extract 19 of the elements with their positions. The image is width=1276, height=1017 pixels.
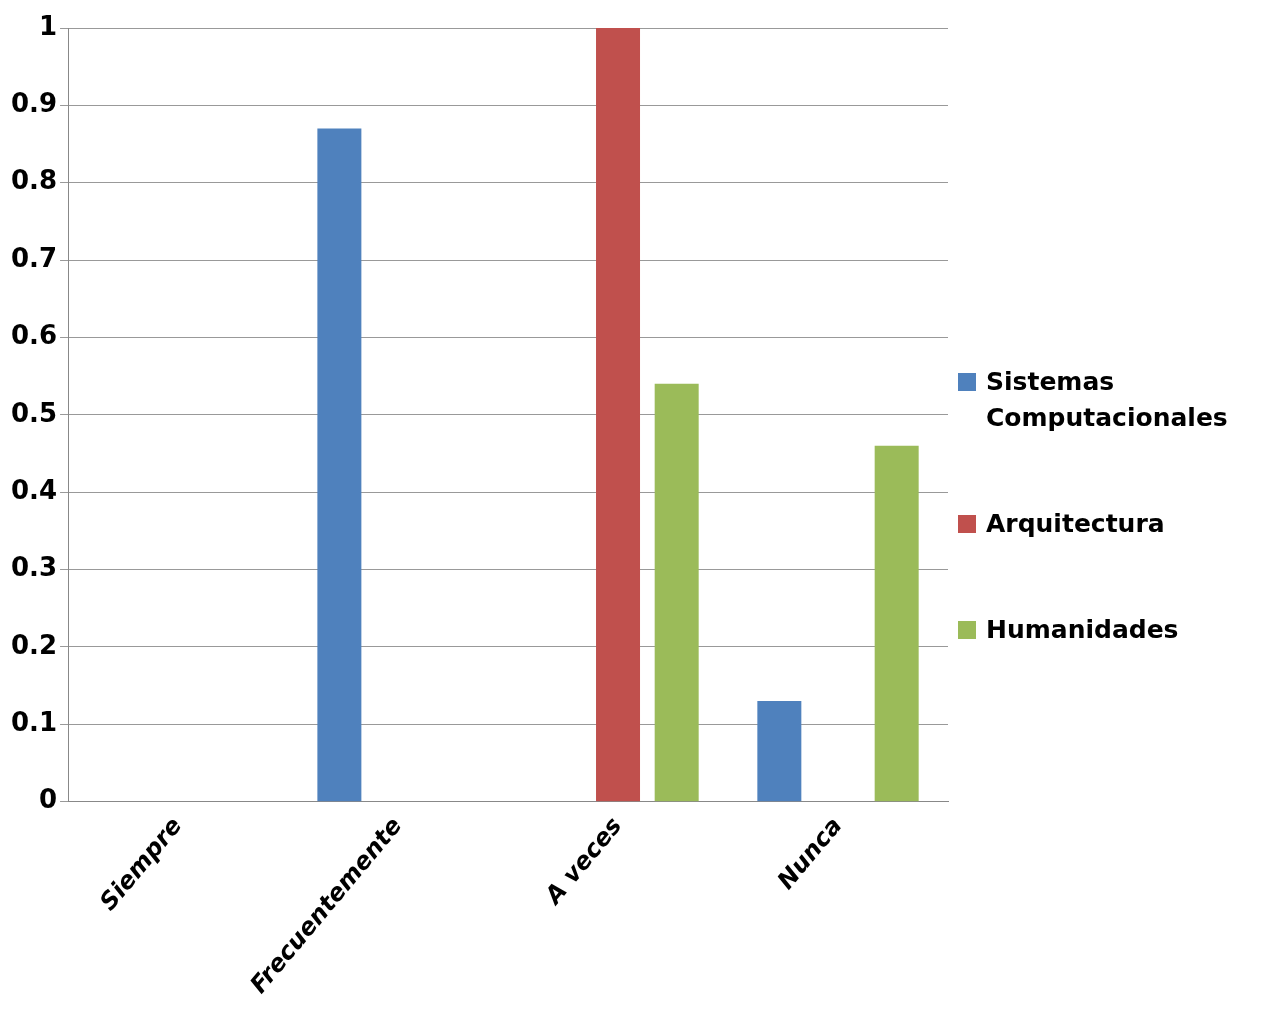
bar — [757, 701, 802, 802]
legend-label: Humanidades — [986, 613, 1179, 646]
y-tick-label: 0.9 — [11, 88, 58, 119]
bar — [317, 128, 362, 802]
y-tick-label: 0.4 — [11, 474, 58, 505]
bar — [654, 383, 699, 802]
legend-label: Arquitectura — [986, 507, 1165, 540]
y-tick-label: 0.8 — [11, 165, 58, 196]
y-tick-label: 0.6 — [11, 320, 58, 351]
y-tick-label: 0.3 — [11, 552, 58, 583]
y-tick-label: 1 — [38, 10, 58, 41]
y-tick-label: 0.2 — [11, 629, 58, 660]
legend-label: Sistemas Computacionales — [986, 365, 1229, 434]
y-tick-label: 0.1 — [11, 707, 58, 738]
y-tick-label: 0.7 — [11, 242, 58, 273]
y-tick-label: 0 — [38, 784, 58, 815]
bar — [596, 28, 641, 802]
y-tick-label: 0.5 — [11, 397, 58, 428]
bar — [874, 445, 919, 802]
